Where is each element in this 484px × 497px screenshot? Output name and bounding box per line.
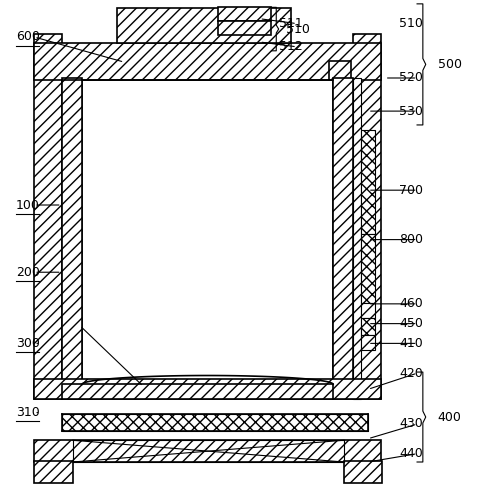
Text: 200: 200	[16, 266, 40, 279]
Bar	[34, 380, 380, 399]
Bar	[61, 78, 82, 399]
Bar	[218, 7, 271, 21]
Text: 450: 450	[398, 317, 422, 330]
Bar	[353, 78, 360, 399]
Bar	[61, 384, 333, 399]
Bar	[360, 335, 374, 350]
Text: 520: 520	[398, 72, 422, 84]
Text: 510: 510	[285, 22, 309, 36]
Text: 460: 460	[398, 297, 422, 310]
Bar	[360, 303, 374, 318]
Text: 600: 600	[16, 30, 40, 43]
Text: 300: 300	[16, 337, 40, 350]
Text: 512: 512	[278, 40, 302, 53]
Text: 510: 510	[398, 17, 422, 30]
Text: 400: 400	[437, 411, 461, 423]
Bar	[360, 234, 374, 303]
Text: 100: 100	[16, 198, 40, 212]
Text: 440: 440	[398, 447, 422, 460]
Bar	[82, 81, 333, 384]
Bar	[360, 318, 374, 335]
Text: 410: 410	[398, 337, 422, 350]
Bar	[34, 440, 380, 462]
Bar	[353, 33, 380, 399]
Bar	[343, 461, 381, 483]
Text: 800: 800	[398, 233, 423, 246]
Bar	[34, 33, 61, 399]
Bar	[34, 43, 380, 81]
Text: 700: 700	[398, 184, 423, 197]
Bar	[34, 461, 73, 483]
Bar	[61, 414, 367, 431]
Bar	[360, 130, 374, 234]
Text: 530: 530	[398, 104, 422, 118]
Bar	[329, 61, 350, 81]
Text: 500: 500	[437, 58, 461, 71]
Text: 420: 420	[398, 367, 422, 380]
Bar	[218, 21, 271, 35]
Text: 511: 511	[278, 17, 302, 30]
Bar	[117, 8, 290, 43]
Text: 310: 310	[16, 406, 40, 419]
Bar	[333, 78, 353, 399]
Text: 430: 430	[398, 417, 422, 430]
